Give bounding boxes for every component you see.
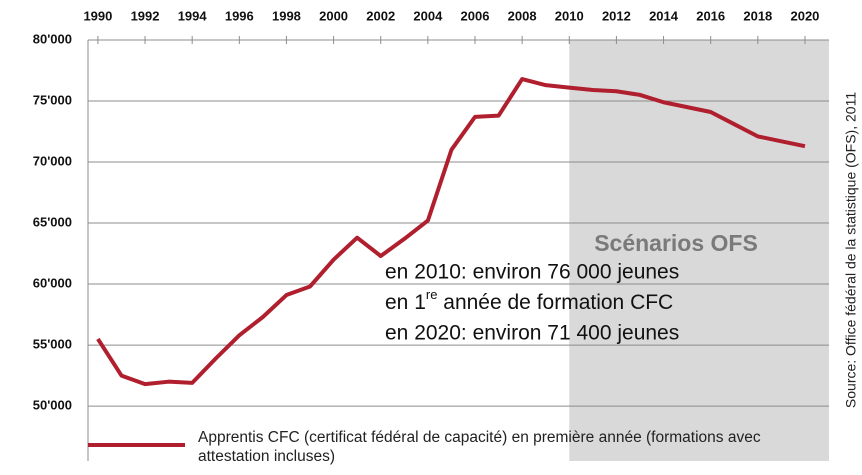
annotation-part: en 1 <box>385 291 426 314</box>
annotation-part: année de formation CFC <box>437 291 673 314</box>
x-tick-label: 2000 <box>319 8 348 23</box>
source: Source: Office fédéral de la statistique… <box>843 92 859 408</box>
y-tick-label: 80'000 <box>33 31 72 46</box>
annotation: en 1re année de formation CFC <box>385 287 673 313</box>
x-tick-label: 2012 <box>602 8 631 23</box>
legend-label: Apprentis CFC (certificat fédéral de cap… <box>198 429 761 465</box>
annotation: en 2010: environ 76 000 jeunes <box>385 261 679 284</box>
shade-label: Scénarios OFS <box>594 230 758 256</box>
y-tick-label: 65'000 <box>33 214 72 229</box>
x-tick-label: 2014 <box>649 8 679 23</box>
x-tick-label: 2020 <box>790 8 819 23</box>
x-tick-label: 2008 <box>508 8 537 23</box>
x-tick-label: 1994 <box>178 8 208 23</box>
y-tick-label: 70'000 <box>33 153 72 168</box>
y-tick-label: 60'000 <box>33 275 72 290</box>
y-tick-label: 55'000 <box>33 337 72 352</box>
x-tick-label: 2018 <box>743 8 772 23</box>
y-tick-label: 75'000 <box>33 92 72 107</box>
x-tick-label: 1990 <box>83 8 112 23</box>
x-tick-label: 1992 <box>131 8 160 23</box>
x-tick-label: 1996 <box>225 8 254 23</box>
y-tick-label: 50'000 <box>33 398 72 413</box>
x-tick-label: 2002 <box>366 8 395 23</box>
annotation-sup: re <box>426 287 438 302</box>
line-series <box>96 77 806 387</box>
annotation: en 2020: environ 71 400 jeunes <box>385 322 679 345</box>
x-tick-label: 2006 <box>461 8 490 23</box>
x-tick-label: 2016 <box>696 8 725 23</box>
x-tick-label: 1998 <box>272 8 301 23</box>
x-tick-label: 2010 <box>555 8 584 23</box>
x-tick-label: 2004 <box>413 8 443 23</box>
